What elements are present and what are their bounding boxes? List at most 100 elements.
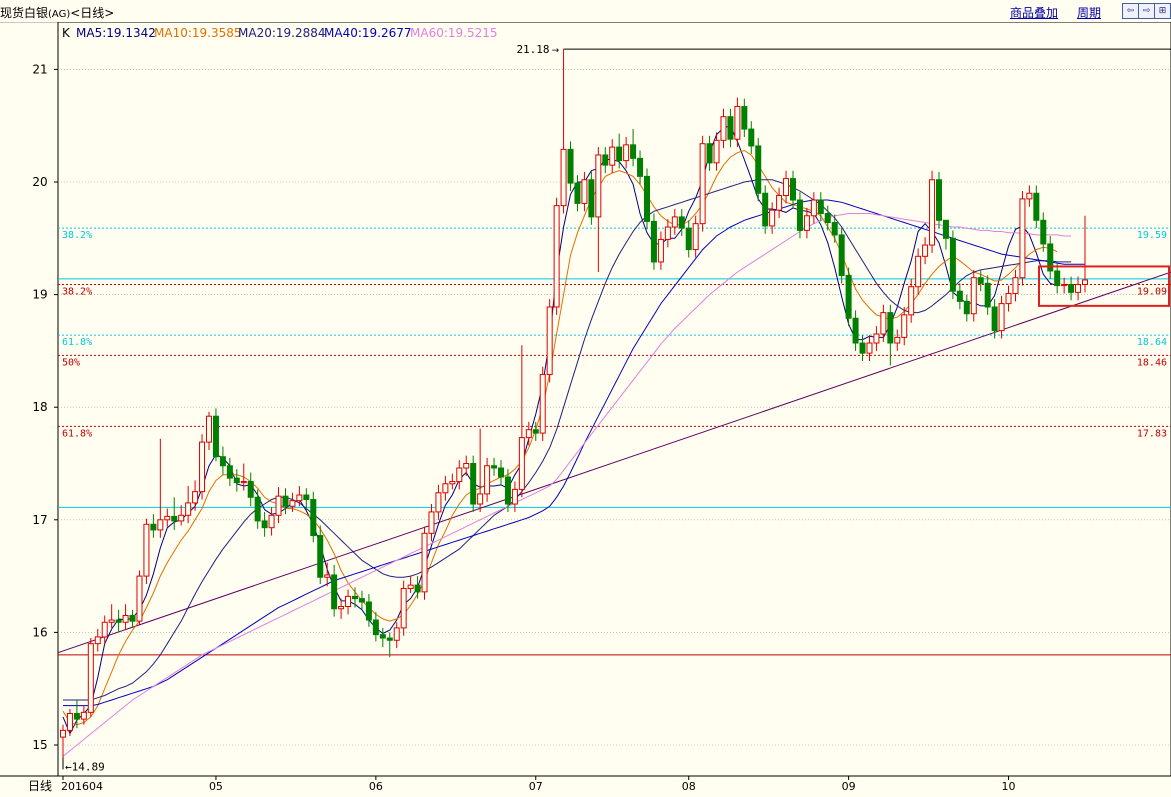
- candle-body: [115, 619, 122, 623]
- candle-body: [212, 415, 219, 458]
- candle-body: [143, 523, 150, 577]
- candle-body: [838, 234, 845, 276]
- cycle-button[interactable]: 周期: [1077, 6, 1102, 20]
- x-tick-label: 06: [369, 780, 383, 793]
- candle-body: [484, 465, 491, 495]
- candle-body: [407, 584, 414, 589]
- candle-body: [748, 128, 755, 147]
- candle-body: [1005, 292, 1012, 305]
- candle-body: [894, 336, 901, 344]
- candle-body: [637, 157, 644, 177]
- candle-body: [338, 606, 345, 610]
- candle-body: [623, 144, 630, 162]
- candle-body: [268, 514, 275, 529]
- low-annotation: ←14.89: [65, 760, 105, 773]
- candle-body: [414, 584, 421, 593]
- fib-level-label: 50%: [62, 357, 80, 368]
- candle-body: [504, 476, 511, 505]
- candle-body: [769, 209, 776, 227]
- ma-legend-item: MA40:19.2677: [324, 26, 412, 40]
- candle-body: [720, 116, 727, 141]
- zoom-icon[interactable]: ⊞: [1154, 3, 1171, 19]
- candle-body: [949, 237, 956, 292]
- plot-area: [57, 22, 1171, 777]
- candle-body: [713, 139, 720, 164]
- x-tick-label: 08: [682, 780, 696, 793]
- candle-body: [678, 216, 685, 229]
- x-tick-label: 07: [529, 780, 543, 793]
- candle-body: [352, 595, 358, 600]
- candle-body: [331, 574, 338, 610]
- candle-body: [908, 286, 915, 316]
- x-tick-label: 10: [1002, 780, 1016, 793]
- candle-body: [1026, 192, 1033, 200]
- candle-body: [929, 179, 936, 246]
- candle-body: [796, 199, 803, 231]
- candle-body: [692, 223, 699, 251]
- y-tick-label: 18: [32, 400, 47, 414]
- candle-body: [442, 483, 449, 494]
- candle-body: [66, 712, 73, 731]
- candle-body: [226, 465, 233, 479]
- overlay-button[interactable]: 商品叠加: [1010, 6, 1059, 20]
- candle-body: [845, 274, 852, 319]
- candle-body: [185, 502, 192, 516]
- arrow-left-icon[interactable]: ⇦: [1122, 3, 1139, 19]
- candle-body: [219, 456, 226, 467]
- candle-body: [790, 178, 796, 201]
- y-tick-label: 20: [32, 175, 47, 189]
- candle-body: [664, 226, 671, 240]
- candle-body: [157, 519, 164, 531]
- fib-level-label: 38.2%: [62, 286, 92, 297]
- candle-body: [400, 587, 407, 629]
- fib-level-label: 38.2%: [62, 230, 92, 241]
- arrow-right-icon[interactable]: ⇨: [1138, 3, 1155, 19]
- candle-body: [199, 441, 206, 493]
- candle-body: [1061, 283, 1068, 287]
- title-bar: 现货白银(AG)<日线> 商品叠加 周期 ⇦ ⇨ ⊞: [0, 0, 1171, 23]
- candle-body: [588, 179, 595, 218]
- candle-body: [101, 621, 108, 638]
- candle-body: [129, 615, 136, 622]
- candle-body: [296, 494, 303, 502]
- candle-body: [254, 496, 261, 522]
- ma-legend-item: MA60:19.5215: [410, 26, 498, 40]
- period-label: <日线>: [70, 6, 115, 20]
- candle-body: [511, 488, 518, 505]
- candle-body: [428, 511, 435, 534]
- candle-body: [560, 148, 567, 207]
- candle-body: [345, 595, 352, 608]
- instrument-name: 现货白银: [0, 6, 49, 20]
- y-tick-label: 15: [32, 738, 47, 752]
- high-arrow: →: [552, 46, 560, 56]
- fib-value-label: 19.09: [1137, 286, 1167, 297]
- candle-body: [150, 523, 157, 531]
- candle-body: [685, 227, 692, 251]
- candle-body: [94, 636, 101, 645]
- candle-body: [991, 306, 998, 332]
- x-tick-label: 201604: [61, 780, 103, 793]
- fib-value-label: 18.46: [1137, 357, 1167, 368]
- candle-body: [136, 575, 143, 622]
- candle-body: [727, 116, 734, 140]
- candle-body: [1082, 279, 1088, 285]
- candle-body: [449, 481, 456, 485]
- footer-period-label: 日线: [28, 779, 52, 793]
- candle-body: [706, 143, 713, 164]
- candlestick-chart[interactable]: 15 16 17 18 19 20 21 38.2% 19.59 38.2% 19.09 61.8% 1…: [0, 22, 1171, 797]
- y-tick-label: 21: [32, 62, 47, 76]
- candle-body: [866, 342, 873, 354]
- candle-body: [609, 146, 616, 166]
- candle-body: [817, 199, 824, 215]
- candle-body: [595, 154, 602, 218]
- candle-body: [553, 205, 560, 308]
- ma-line-ma20: [63, 179, 1072, 701]
- candle-body: [365, 601, 372, 621]
- candle-body: [233, 477, 240, 484]
- candle-body: [525, 429, 532, 439]
- candle-body: [1040, 219, 1047, 245]
- candle-body: [574, 182, 581, 204]
- candle-body: [261, 520, 268, 529]
- candle-body: [803, 215, 810, 231]
- candle-body: [240, 481, 247, 484]
